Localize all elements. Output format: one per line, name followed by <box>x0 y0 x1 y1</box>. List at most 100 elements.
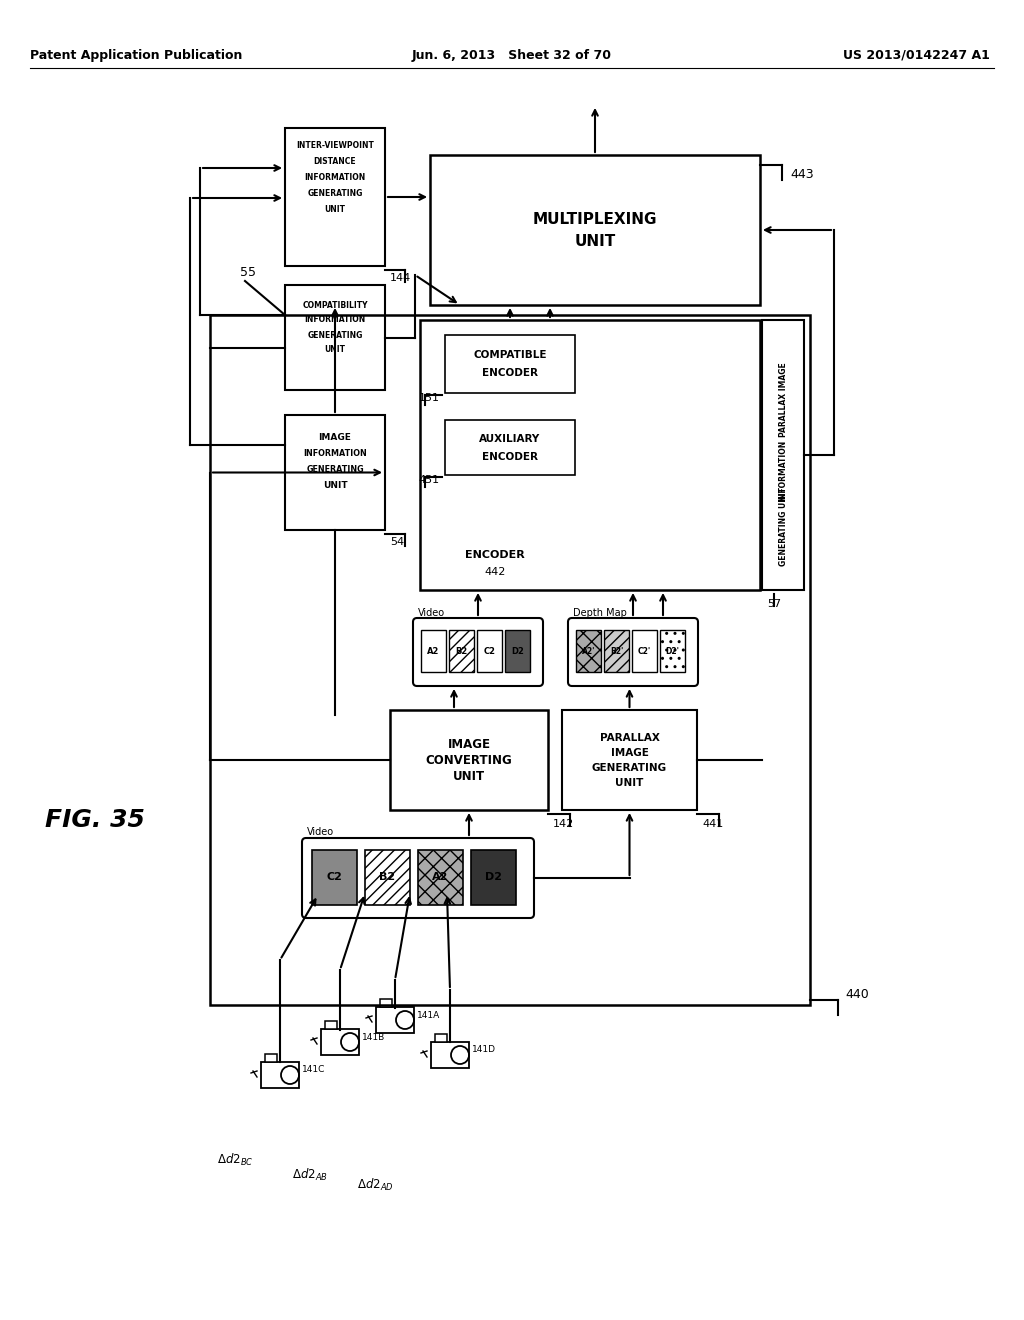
Text: 144: 144 <box>390 273 412 282</box>
Bar <box>321 1030 359 1055</box>
Text: 57: 57 <box>767 599 781 609</box>
Bar <box>449 630 474 672</box>
Text: UNIT: UNIT <box>453 770 485 783</box>
Text: ENCODER: ENCODER <box>465 550 525 560</box>
Text: Video: Video <box>307 828 334 837</box>
Bar <box>445 420 575 475</box>
Bar <box>285 414 385 531</box>
Text: B2: B2 <box>380 873 395 883</box>
Text: MULTIPLEXING: MULTIPLEXING <box>532 213 657 227</box>
Text: 55: 55 <box>240 267 256 280</box>
Text: C2: C2 <box>483 647 496 656</box>
Text: FIG. 35: FIG. 35 <box>45 808 145 832</box>
Text: INTER-VIEWPOINT: INTER-VIEWPOINT <box>296 141 374 150</box>
Bar <box>604 630 629 672</box>
Text: DISTANCE: DISTANCE <box>313 157 356 166</box>
FancyBboxPatch shape <box>568 618 698 686</box>
Text: 442: 442 <box>484 568 506 577</box>
FancyBboxPatch shape <box>413 618 543 686</box>
Bar <box>390 710 548 810</box>
Text: UNIT: UNIT <box>325 346 345 355</box>
Text: UNIT: UNIT <box>325 206 345 214</box>
Bar <box>431 1041 469 1068</box>
Bar <box>660 630 685 672</box>
Text: 142: 142 <box>553 818 574 829</box>
Text: D2: D2 <box>485 873 502 883</box>
Text: A2': A2' <box>582 647 595 656</box>
Bar <box>632 630 657 672</box>
Text: D2: D2 <box>511 647 524 656</box>
Bar <box>265 1053 278 1063</box>
Text: INFORMATION: INFORMATION <box>304 173 366 182</box>
Text: GENERATING UNIT: GENERATING UNIT <box>778 487 787 566</box>
Bar <box>376 1007 414 1034</box>
Text: B2: B2 <box>456 647 468 656</box>
Text: 443: 443 <box>790 169 814 181</box>
Bar <box>435 1034 447 1041</box>
Text: GENERATING: GENERATING <box>307 330 362 339</box>
Text: Jun. 6, 2013   Sheet 32 of 70: Jun. 6, 2013 Sheet 32 of 70 <box>412 49 612 62</box>
Text: IMAGE: IMAGE <box>610 748 648 758</box>
Text: 151: 151 <box>419 393 440 403</box>
Text: AUXILIARY: AUXILIARY <box>479 433 541 444</box>
Text: GENERATING: GENERATING <box>306 465 364 474</box>
Bar <box>418 850 463 906</box>
Text: Video: Video <box>418 609 445 618</box>
Bar <box>365 850 410 906</box>
Bar <box>471 850 516 906</box>
Bar <box>261 1063 299 1088</box>
Text: 141B: 141B <box>362 1032 385 1041</box>
Text: 451: 451 <box>419 475 440 484</box>
Text: ENCODER: ENCODER <box>482 368 538 378</box>
Text: D2': D2' <box>666 647 680 656</box>
Bar <box>575 630 601 672</box>
Text: $\Delta d2_{AD}$: $\Delta d2_{AD}$ <box>356 1177 393 1193</box>
Text: 54: 54 <box>390 537 404 546</box>
Text: ENCODER: ENCODER <box>482 451 538 462</box>
Text: 141D: 141D <box>472 1045 496 1055</box>
Bar <box>430 154 760 305</box>
Text: COMPATIBILITY: COMPATIBILITY <box>302 301 368 309</box>
Bar <box>762 319 804 590</box>
Text: 141A: 141A <box>417 1011 440 1019</box>
Text: GENERATING: GENERATING <box>307 190 362 198</box>
Text: INFORMATION: INFORMATION <box>304 315 366 325</box>
Bar <box>562 710 697 810</box>
Text: PARALLAX IMAGE: PARALLAX IMAGE <box>778 363 787 437</box>
Text: UNIT: UNIT <box>574 235 615 249</box>
Bar <box>312 850 357 906</box>
Text: C2: C2 <box>327 873 342 883</box>
Text: Patent Application Publication: Patent Application Publication <box>30 49 243 62</box>
Text: COMPATIBLE: COMPATIBLE <box>473 350 547 360</box>
Text: 441: 441 <box>702 818 723 829</box>
Text: $\Delta d2_{AB}$: $\Delta d2_{AB}$ <box>292 1167 328 1183</box>
Text: INFORMATION: INFORMATION <box>303 449 367 458</box>
Text: GENERATING: GENERATING <box>592 763 667 774</box>
Bar <box>285 285 385 389</box>
Text: PARALLAX: PARALLAX <box>600 733 659 743</box>
Text: $\Delta d2_{BC}$: $\Delta d2_{BC}$ <box>217 1152 253 1168</box>
Text: A2: A2 <box>427 647 439 656</box>
Text: A2: A2 <box>432 873 449 883</box>
Text: CONVERTING: CONVERTING <box>426 754 512 767</box>
Bar <box>445 335 575 393</box>
Text: INFORMATION: INFORMATION <box>778 440 787 500</box>
FancyBboxPatch shape <box>302 838 534 917</box>
Text: UNIT: UNIT <box>615 777 644 788</box>
Text: Depth Map: Depth Map <box>573 609 627 618</box>
Bar <box>421 630 446 672</box>
Text: IMAGE: IMAGE <box>447 738 490 751</box>
Text: C2': C2' <box>638 647 651 656</box>
Bar <box>380 999 392 1007</box>
Text: IMAGE: IMAGE <box>318 433 351 441</box>
Bar <box>420 319 760 590</box>
Text: 440: 440 <box>845 989 868 1002</box>
Text: 141C: 141C <box>302 1065 326 1074</box>
Bar <box>477 630 502 672</box>
Text: UNIT: UNIT <box>323 480 347 490</box>
Bar <box>210 315 810 1005</box>
Bar <box>325 1020 337 1030</box>
Text: US 2013/0142247 A1: US 2013/0142247 A1 <box>843 49 990 62</box>
Bar <box>285 128 385 267</box>
Text: B2': B2' <box>610 647 624 656</box>
